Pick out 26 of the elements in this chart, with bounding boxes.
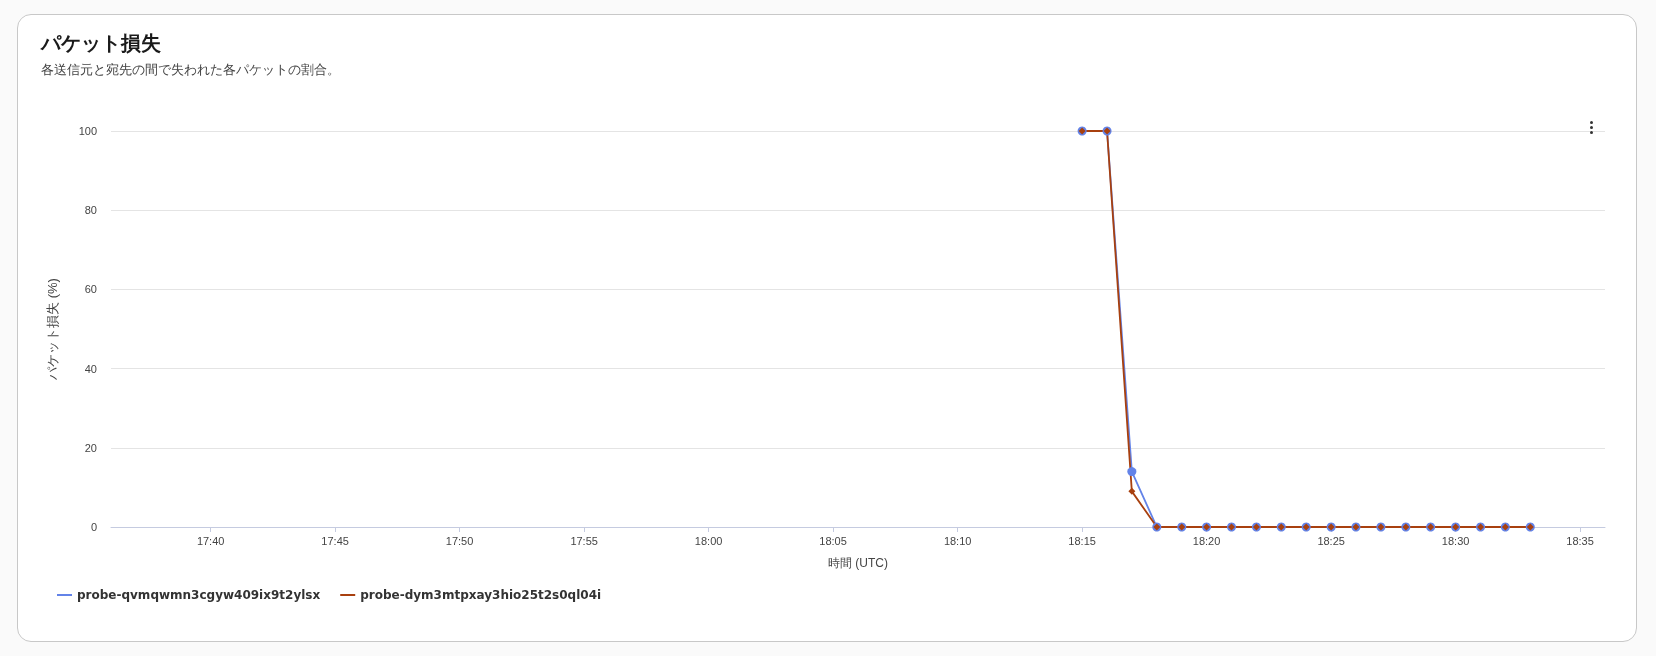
y-tick-label: 20 (84, 441, 97, 454)
point (1128, 487, 1136, 495)
x-tick-label: 18:00 (694, 534, 723, 547)
x-tick-label: 17:50 (445, 534, 474, 547)
y-tick-label: 80 (84, 204, 97, 217)
chart-subtitle: 各送信元と宛先の間で失われた各パケットの割合。 (41, 62, 340, 77)
x-tick-label: 18:15 (1068, 534, 1096, 547)
y-tick-label: 0 (90, 521, 97, 533)
x-tick-label: 18:25 (1317, 534, 1345, 547)
chart-title: パケット損失 (40, 31, 161, 55)
x-tick-label: 18:20 (1192, 534, 1221, 547)
legend-label: probe-dym3mtpxay3hio25t2s0ql04i (360, 588, 602, 602)
y-axis-title: パケット損失 (%) (45, 278, 60, 381)
x-tick-label: 18:10 (943, 534, 972, 547)
y-tick-label: 40 (84, 362, 97, 375)
y-tick-label: 100 (78, 125, 97, 137)
x-tick-label: 18:35 (1566, 534, 1594, 547)
x-tick-label: 17:45 (321, 534, 349, 547)
legend-label: probe-qvmqwmn3cgyw409ix9t2ylsx (77, 588, 321, 602)
point (1127, 467, 1137, 477)
x-tick-label: 17:55 (570, 534, 598, 547)
x-tick-label: 17:40 (196, 534, 225, 547)
x-tick-label: 18:05 (819, 534, 847, 547)
y-tick-label: 60 (84, 283, 97, 296)
x-tick-label: 18:30 (1441, 534, 1470, 547)
x-axis-title: 時間 (UTC) (828, 556, 888, 570)
